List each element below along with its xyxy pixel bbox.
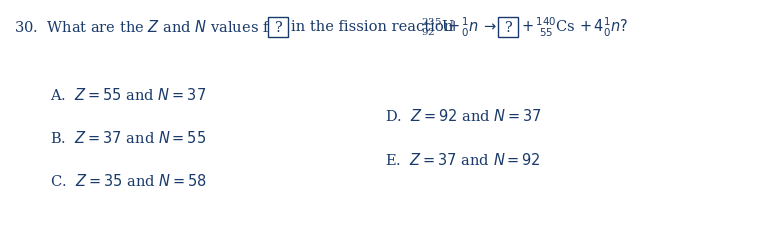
Text: ?: ?: [504, 21, 512, 34]
Text: B.  $Z = 37$ and $N = 55$: B. $Z = 37$ and $N = 55$: [50, 130, 206, 146]
Text: in the fission reaction: in the fission reaction: [291, 20, 453, 34]
Bar: [498, 17, 518, 37]
Text: 30.  What are the $Z$ and $N$ values for: 30. What are the $Z$ and $N$ values for: [14, 19, 285, 35]
Text: $+ \, ^{140}_{\ 55}$Cs $+ \, 4^{1}_{0}n?$: $+ \, ^{140}_{\ 55}$Cs $+ \, 4^{1}_{0}n?…: [521, 15, 628, 39]
Text: A.  $Z = 55$ and $N = 37$: A. $Z = 55$ and $N = 37$: [50, 87, 206, 103]
Text: E.  $Z = 37$ and $N = 92$: E. $Z = 37$ and $N = 92$: [385, 152, 541, 168]
Text: $\mathregular{^{235}_{92}}$U: $\mathregular{^{235}_{92}}$U: [421, 16, 454, 38]
Text: ?: ?: [274, 21, 282, 34]
Bar: [268, 17, 288, 37]
Text: $+ \, ^{1}_{0}n \, \rightarrow$: $+ \, ^{1}_{0}n \, \rightarrow$: [447, 15, 497, 39]
Text: C.  $Z = 35$ and $N = 58$: C. $Z = 35$ and $N = 58$: [50, 173, 207, 189]
Text: D.  $Z = 92$ and $N = 37$: D. $Z = 92$ and $N = 37$: [385, 108, 542, 124]
